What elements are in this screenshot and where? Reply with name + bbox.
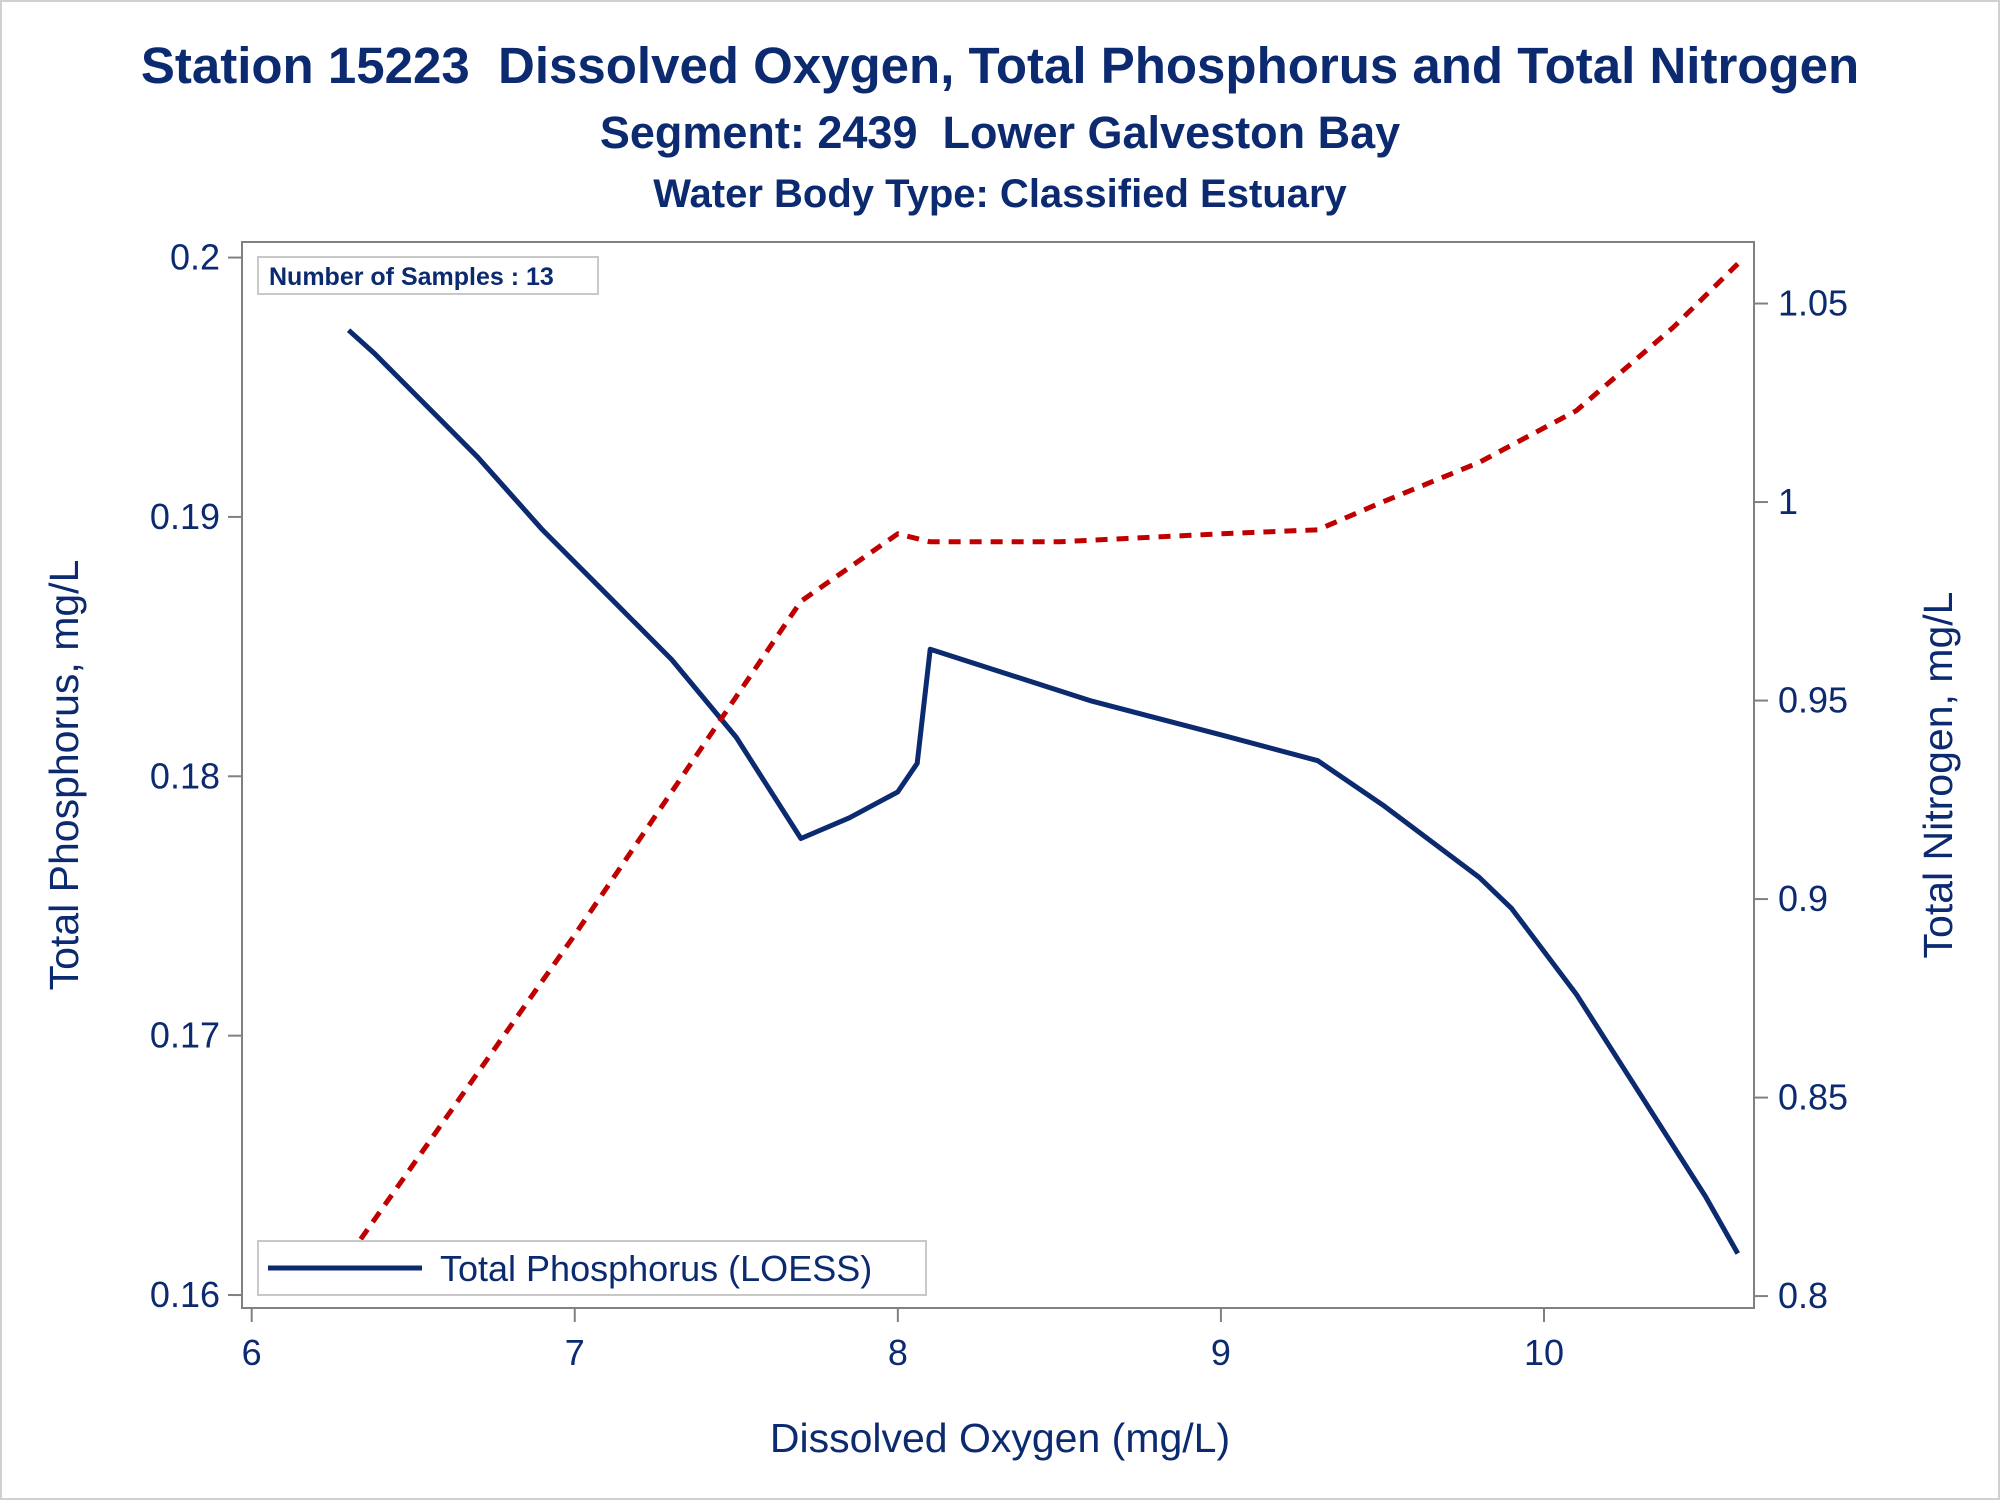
chart-subtitle: Segment: 2439 Lower Galveston Bay (600, 107, 1400, 158)
y-left-tick-label: 0.19 (150, 496, 220, 537)
chart-subtitle-2: Water Body Type: Classified Estuary (653, 172, 1347, 216)
samples-inset: Number of Samples : 13 (257, 256, 599, 295)
y-right-tick-label: 0.85 (1778, 1077, 1848, 1118)
y-right-tick-label: 0.95 (1778, 680, 1848, 721)
y-left-tick-label: 0.17 (150, 1015, 220, 1056)
y-left-tick-label: 0.18 (150, 755, 220, 796)
y-right-tick-label: 0.8 (1778, 1275, 1828, 1316)
x-tick-label: 9 (1211, 1332, 1231, 1373)
legend: Total Phosphorus (LOESS) (257, 1240, 927, 1296)
y-left-tick-label: 0.2 (170, 237, 220, 278)
plot-frame (241, 241, 1755, 1309)
y-right-tick-label: 1 (1778, 481, 1798, 522)
y-axis-right-label: Total Nitrogen, mg/L (1915, 592, 1961, 959)
y-right-tick-label: 1.05 (1778, 283, 1848, 324)
x-tick-label: 10 (1524, 1332, 1564, 1373)
series-layer (346, 262, 1740, 1258)
y-axis-left-label: Total Phosphorus, mg/L (41, 560, 87, 991)
x-tick-label: 6 (242, 1332, 262, 1373)
x-axis-label: Dissolved Oxygen (mg/L) (770, 1415, 1230, 1461)
x-axis: 6 7 8 9 10 (242, 1308, 1564, 1373)
y-axis-right: 0.8 0.85 0.9 0.95 1 1.05 (1754, 283, 1848, 1316)
x-tick-label: 8 (888, 1332, 908, 1373)
y-right-tick-label: 0.9 (1778, 878, 1828, 919)
series-line-nitrogen (346, 262, 1740, 1258)
legend-label-phosphorus: Total Phosphorus (LOESS) (440, 1248, 872, 1289)
samples-inset-label: Number of Samples : 13 (269, 263, 554, 291)
y-left-tick-label: 0.16 (150, 1274, 220, 1315)
samples-inset-box (257, 256, 599, 295)
x-tick-label: 7 (565, 1332, 585, 1373)
y-axis-left: 0.16 0.17 0.18 0.19 0.2 (150, 237, 242, 1315)
chart-title: Station 15223 Dissolved Oxygen, Total Ph… (141, 37, 1859, 94)
series-line-phosphorus (346, 328, 1740, 1255)
